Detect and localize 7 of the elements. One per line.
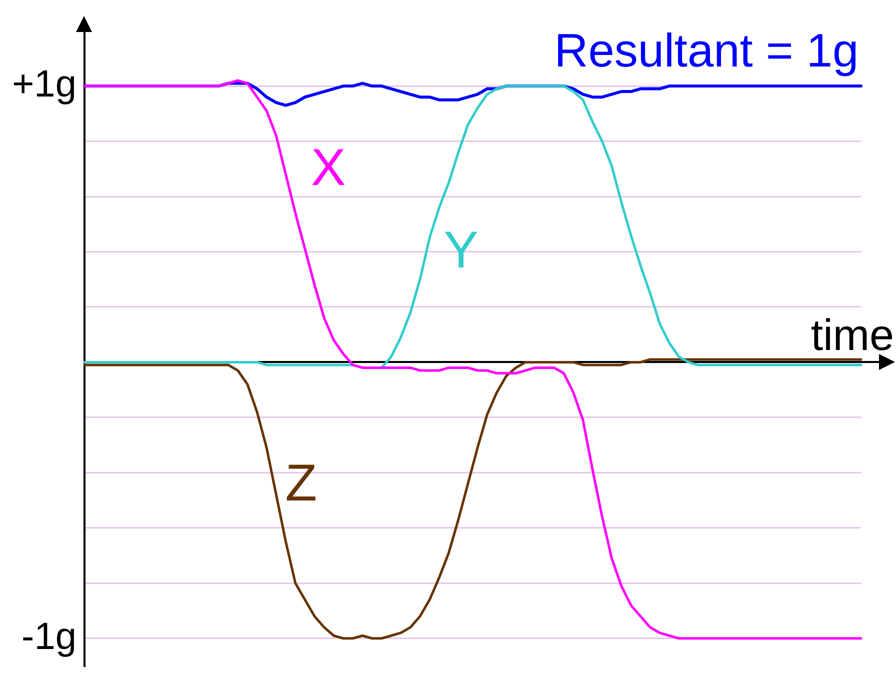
series-label: Resultant = 1g xyxy=(554,24,859,77)
series-label: Y xyxy=(444,221,478,280)
y-tick-label: +1g xyxy=(12,64,76,106)
x-axis-title: time xyxy=(810,311,894,360)
series-label: Z xyxy=(285,454,317,513)
series-label: X xyxy=(310,138,346,197)
y-tick-label: -1g xyxy=(22,616,76,658)
